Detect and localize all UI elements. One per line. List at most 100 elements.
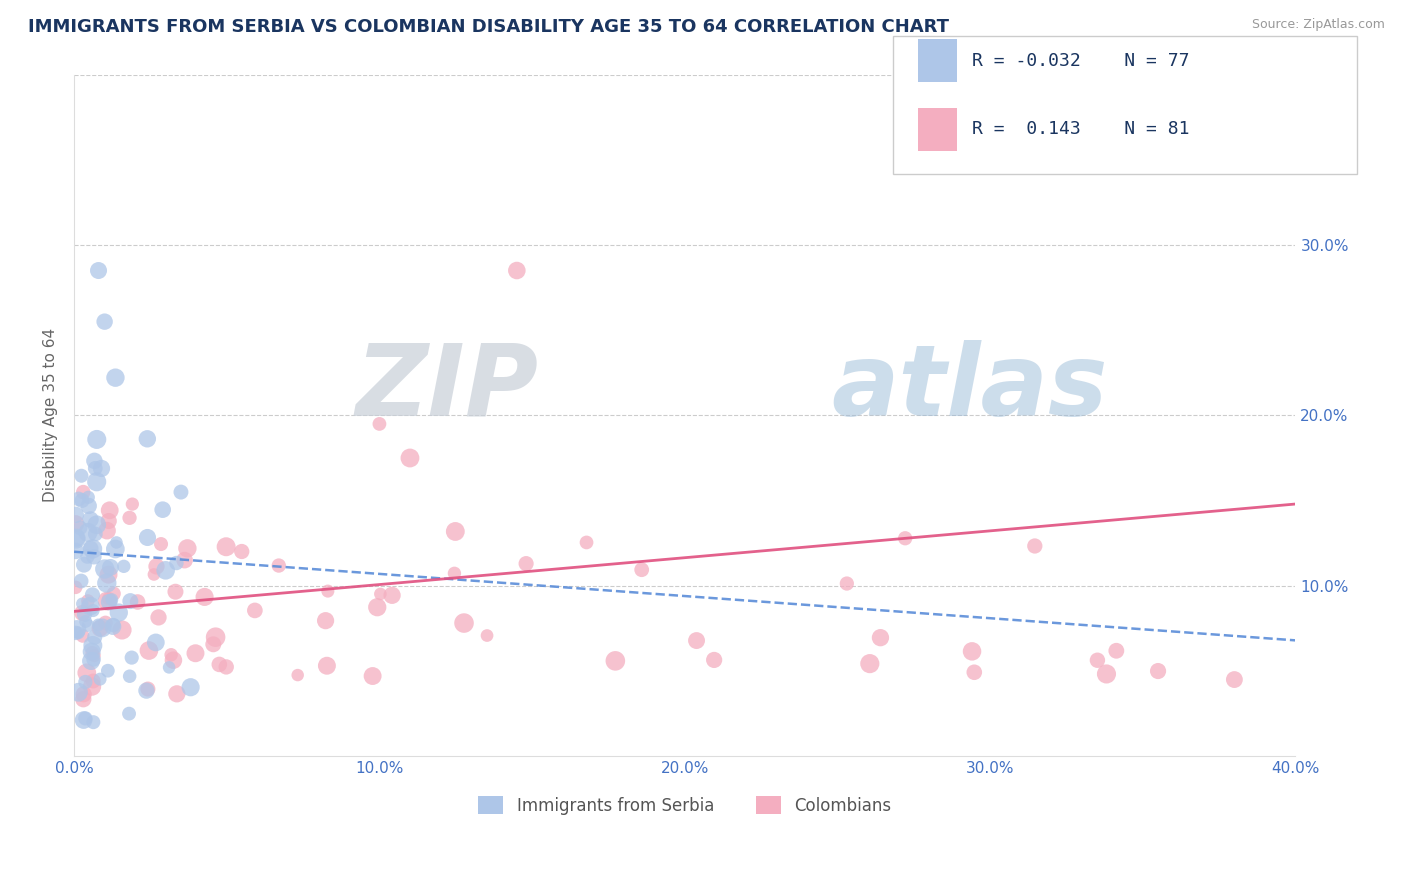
Point [86, 475, 108, 489]
Point [67, 491, 90, 506]
Point [166, 687, 188, 701]
Point [121, 650, 143, 665]
Point [194, 590, 217, 604]
Point [127, 595, 149, 609]
Point [100, 560, 122, 574]
Point [506, 263, 529, 277]
Point [453, 615, 475, 630]
Point [97, 567, 120, 582]
Point [77, 490, 100, 504]
Point [80, 541, 103, 556]
Point [267, 558, 290, 573]
Point [73, 558, 96, 572]
Point [84, 527, 107, 541]
Point [66, 622, 89, 636]
Point [381, 588, 404, 602]
Point [83, 630, 105, 644]
Point [101, 592, 124, 607]
Point [287, 668, 309, 682]
Point [399, 450, 422, 465]
Point [165, 584, 187, 599]
Point [148, 610, 170, 624]
Point [72, 629, 94, 643]
Point [107, 606, 129, 620]
Point [86, 433, 108, 447]
Point [366, 600, 388, 615]
Point [93, 315, 115, 329]
Point [136, 531, 159, 545]
Point [77, 499, 100, 513]
Point [75, 615, 97, 629]
Point [94, 615, 117, 630]
Point [703, 653, 725, 667]
Point [104, 370, 127, 384]
Point [101, 619, 124, 633]
Point [963, 665, 986, 680]
Point [65, 544, 87, 558]
Point [82, 673, 104, 688]
Point [118, 669, 141, 683]
Point [165, 556, 187, 570]
Point [98, 503, 121, 517]
Point [869, 631, 891, 645]
Point [515, 557, 537, 571]
Point [80, 654, 103, 668]
Point [91, 621, 114, 635]
Point [96, 594, 118, 608]
Point [155, 563, 177, 577]
Point [83, 652, 105, 666]
Point [89, 672, 111, 686]
Point [859, 657, 882, 671]
Point [145, 635, 167, 649]
Point [202, 637, 225, 651]
Point [73, 687, 96, 701]
Point [75, 711, 97, 725]
Text: atlas: atlas [831, 340, 1108, 436]
Point [104, 541, 127, 556]
Point [316, 584, 339, 599]
Point [82, 639, 104, 653]
Point [94, 562, 117, 576]
Point [150, 537, 173, 551]
Point [204, 630, 226, 644]
Point [215, 540, 238, 554]
Point [135, 683, 157, 698]
Point [76, 665, 98, 680]
Point [70, 493, 93, 508]
Point [231, 544, 253, 558]
Point [90, 461, 112, 475]
Point [361, 669, 384, 683]
Point [575, 535, 598, 549]
Point [82, 646, 104, 660]
Point [70, 468, 93, 483]
Point [87, 617, 110, 632]
Point [121, 497, 143, 511]
Point [69, 521, 91, 535]
Point [70, 574, 93, 588]
Point [65, 533, 87, 547]
Point [89, 621, 111, 635]
Text: Source: ZipAtlas.com: Source: ZipAtlas.com [1251, 18, 1385, 31]
Point [173, 553, 195, 567]
Point [118, 511, 141, 525]
Text: R =  0.143    N = 81: R = 0.143 N = 81 [972, 120, 1189, 138]
Point [368, 417, 391, 431]
Point [184, 646, 207, 660]
Point [75, 675, 97, 690]
Point [160, 648, 183, 662]
Point [82, 603, 104, 617]
Point [80, 645, 103, 659]
Point [443, 566, 465, 581]
Point [67, 625, 90, 640]
Point [65, 580, 87, 594]
Point [1147, 664, 1170, 678]
Point [152, 502, 174, 516]
Point [65, 516, 87, 531]
Point [112, 559, 135, 574]
Point [1095, 667, 1118, 681]
Point [65, 508, 87, 522]
Point [103, 618, 125, 632]
Point [77, 594, 100, 608]
Point [76, 549, 98, 564]
Point [176, 541, 198, 556]
